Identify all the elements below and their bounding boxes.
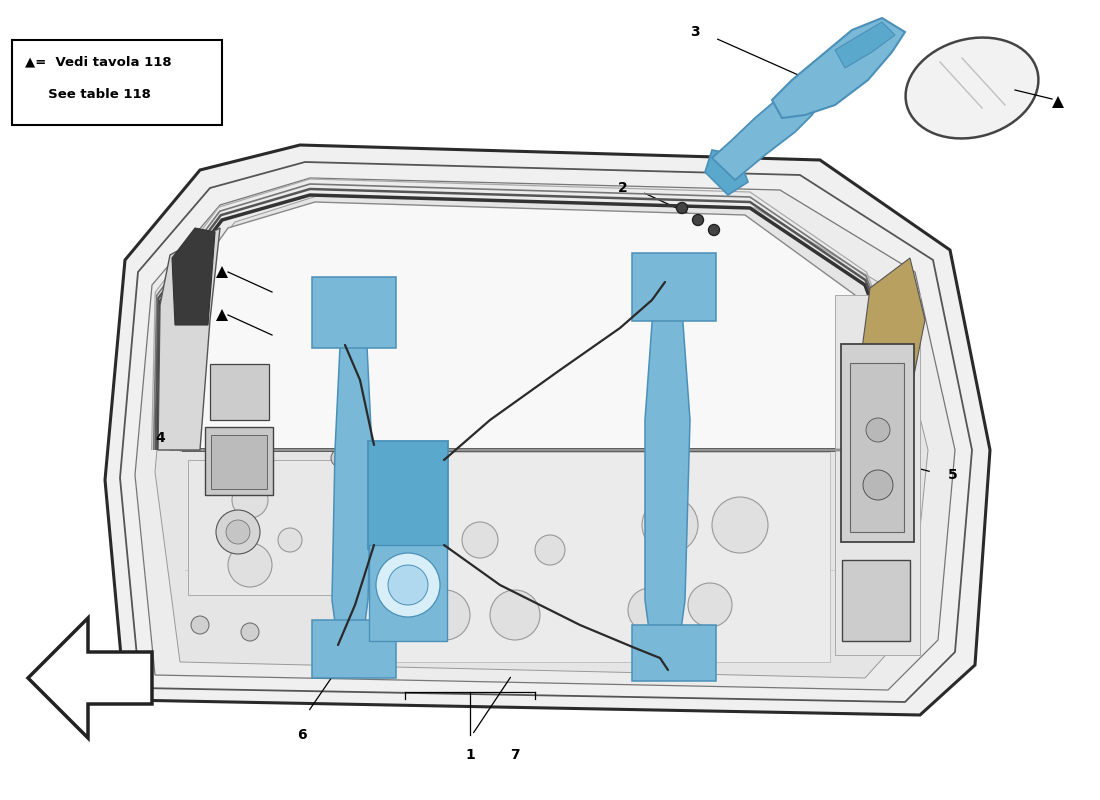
FancyBboxPatch shape bbox=[188, 460, 338, 595]
Circle shape bbox=[376, 553, 440, 617]
Circle shape bbox=[226, 520, 250, 544]
FancyBboxPatch shape bbox=[632, 625, 716, 681]
FancyBboxPatch shape bbox=[312, 277, 396, 348]
Polygon shape bbox=[772, 18, 905, 118]
Circle shape bbox=[535, 535, 565, 565]
Circle shape bbox=[676, 202, 688, 214]
Circle shape bbox=[688, 583, 732, 627]
Text: europaes: europaes bbox=[118, 302, 642, 398]
Text: See table 118: See table 118 bbox=[25, 88, 151, 101]
FancyBboxPatch shape bbox=[211, 435, 267, 489]
FancyBboxPatch shape bbox=[632, 253, 716, 321]
Ellipse shape bbox=[905, 38, 1038, 138]
Polygon shape bbox=[172, 228, 214, 325]
Polygon shape bbox=[168, 202, 886, 450]
Polygon shape bbox=[104, 145, 990, 715]
Text: 4: 4 bbox=[155, 431, 165, 445]
FancyBboxPatch shape bbox=[210, 364, 270, 420]
Circle shape bbox=[864, 470, 893, 500]
FancyBboxPatch shape bbox=[312, 620, 396, 678]
Text: 6: 6 bbox=[297, 728, 307, 742]
Polygon shape bbox=[645, 282, 690, 652]
Polygon shape bbox=[858, 258, 925, 445]
FancyBboxPatch shape bbox=[350, 452, 830, 662]
Text: 1: 1 bbox=[465, 748, 475, 762]
FancyBboxPatch shape bbox=[842, 560, 910, 641]
Circle shape bbox=[642, 497, 698, 553]
Polygon shape bbox=[705, 150, 748, 195]
Circle shape bbox=[191, 616, 209, 634]
Circle shape bbox=[866, 418, 890, 442]
Text: 5: 5 bbox=[948, 468, 958, 482]
Circle shape bbox=[420, 590, 470, 640]
Text: 3: 3 bbox=[691, 25, 700, 39]
Text: 2: 2 bbox=[618, 181, 628, 195]
FancyBboxPatch shape bbox=[842, 344, 914, 542]
FancyBboxPatch shape bbox=[368, 441, 448, 549]
FancyBboxPatch shape bbox=[850, 363, 904, 532]
Text: la passion: la passion bbox=[224, 426, 475, 474]
Circle shape bbox=[462, 522, 498, 558]
FancyBboxPatch shape bbox=[835, 295, 920, 655]
Polygon shape bbox=[135, 178, 955, 690]
Polygon shape bbox=[158, 228, 220, 450]
Circle shape bbox=[228, 543, 272, 587]
Circle shape bbox=[712, 497, 768, 553]
FancyBboxPatch shape bbox=[368, 545, 447, 641]
FancyBboxPatch shape bbox=[205, 427, 273, 495]
Circle shape bbox=[693, 214, 704, 226]
Polygon shape bbox=[835, 22, 895, 68]
Circle shape bbox=[278, 528, 303, 552]
Circle shape bbox=[708, 225, 719, 235]
Circle shape bbox=[490, 590, 540, 640]
Circle shape bbox=[216, 510, 260, 554]
Polygon shape bbox=[155, 195, 928, 678]
FancyBboxPatch shape bbox=[12, 40, 222, 125]
Circle shape bbox=[628, 588, 672, 632]
Circle shape bbox=[241, 623, 258, 641]
Polygon shape bbox=[332, 305, 372, 645]
Text: 7: 7 bbox=[510, 748, 520, 762]
Circle shape bbox=[232, 482, 268, 518]
Circle shape bbox=[331, 643, 349, 661]
Circle shape bbox=[331, 449, 349, 467]
Polygon shape bbox=[712, 78, 825, 180]
Text: since 1985: since 1985 bbox=[537, 529, 763, 571]
Text: ▲=  Vedi tavola 118: ▲= Vedi tavola 118 bbox=[25, 55, 172, 68]
Circle shape bbox=[388, 565, 428, 605]
Polygon shape bbox=[28, 618, 152, 738]
